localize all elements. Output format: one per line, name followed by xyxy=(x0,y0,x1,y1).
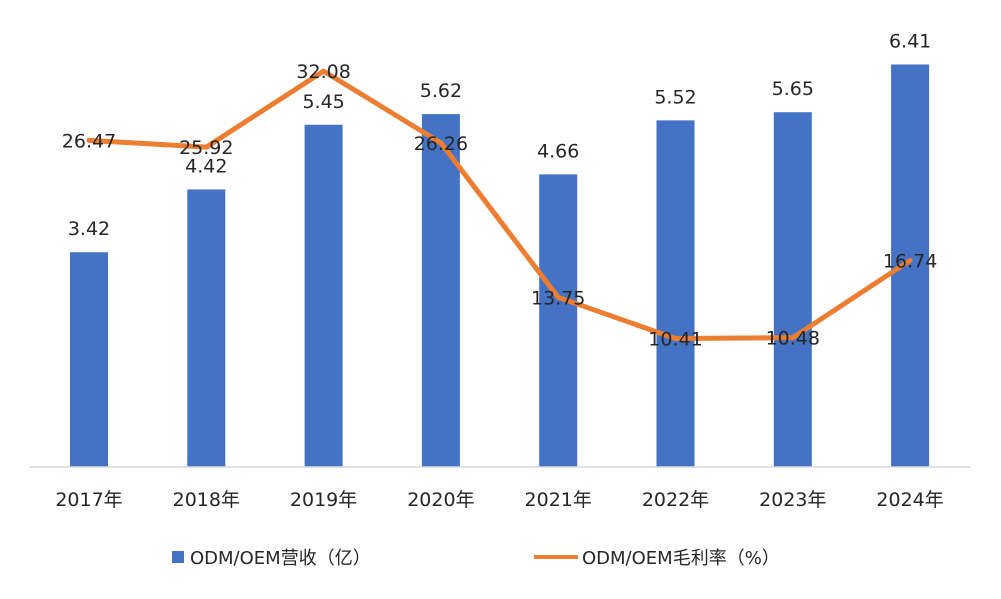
bar-value-label: 5.62 xyxy=(420,80,462,102)
bar-value-label: 5.52 xyxy=(654,86,696,108)
x-tick-label: 2024年 xyxy=(876,489,943,511)
bar-3 xyxy=(421,114,460,468)
line-value-label: 32.08 xyxy=(296,61,350,83)
x-tick-label: 2018年 xyxy=(173,489,240,511)
bar-2 xyxy=(304,124,343,467)
x-tick-label: 2017年 xyxy=(55,489,122,511)
bar-7 xyxy=(891,64,930,467)
legend-swatch-bar xyxy=(172,551,184,563)
line-value-label: 26.47 xyxy=(62,130,116,152)
line-series xyxy=(86,68,913,342)
x-tick-label: 2019年 xyxy=(290,489,357,511)
legend-label-bar: ODM/OEM营收（亿） xyxy=(190,548,371,569)
bar-value-label: 4.42 xyxy=(185,155,227,177)
legend-label-line: ODM/OEM毛利率（%） xyxy=(582,548,780,569)
x-tick-label: 2020年 xyxy=(407,489,474,511)
line-value-label: 26.26 xyxy=(414,133,468,155)
bar-6 xyxy=(773,112,812,468)
x-tick-labels: 2017年 2018年 2019年 2020年 2021年 2022年 2023年 2024年 xyxy=(55,489,943,511)
x-tick-label: 2023年 xyxy=(759,489,826,511)
margin-line xyxy=(86,68,913,342)
bar-0 xyxy=(70,252,108,467)
x-tick-label: 2021年 xyxy=(525,489,592,511)
bar-value-label: 3.42 xyxy=(68,218,110,240)
line-value-label: 10.48 xyxy=(766,328,820,350)
line-value-label: 10.41 xyxy=(648,329,702,351)
bar-value-label: 5.45 xyxy=(302,91,344,113)
line-value-label: 16.74 xyxy=(883,250,937,272)
bar-4 xyxy=(539,174,578,468)
bar-5 xyxy=(656,120,695,468)
bar-1 xyxy=(187,189,226,467)
bar-value-label: 5.65 xyxy=(772,78,814,100)
bar-series xyxy=(70,64,930,468)
legend: ODM/OEM营收（亿） ODM/OEM毛利率（%） xyxy=(172,548,780,569)
x-tick-label: 2022年 xyxy=(642,489,709,511)
bar-value-label: 6.41 xyxy=(889,30,931,52)
bar-value-label: 4.66 xyxy=(537,140,579,162)
line-value-label: 13.75 xyxy=(531,287,585,309)
line-value-label: 25.92 xyxy=(179,137,233,159)
